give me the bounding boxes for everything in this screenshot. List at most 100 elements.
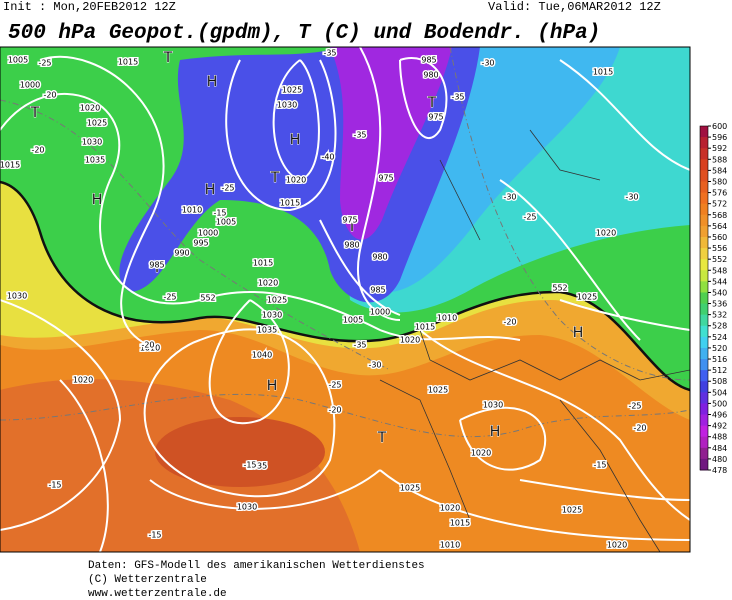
contour-label: -20 — [328, 406, 341, 415]
contour-label: -15 — [213, 209, 226, 218]
contour-label: 1020 — [80, 104, 100, 113]
colorbar-swatch — [700, 303, 708, 316]
pressure-center: H — [205, 182, 216, 198]
field-purple — [330, 47, 452, 240]
colorbar-label: 508 — [712, 377, 727, 386]
contour-label: 1015 — [253, 259, 273, 268]
colorbar-label: 524 — [712, 333, 727, 342]
colorbar-swatch — [700, 336, 708, 349]
colorbar-label: 484 — [712, 444, 727, 453]
contour-label: -25 — [38, 59, 51, 68]
contour-label: -25 — [221, 184, 234, 193]
contour-label: -15 — [593, 461, 606, 470]
colorbar-swatch — [700, 236, 708, 249]
map-field: T H H H T H T T H T H H T T 1005 1000 1015 1020 1025 1030 10… — [0, 47, 690, 552]
contour-label: 1030 — [7, 292, 27, 301]
colorbar-swatch — [700, 347, 708, 360]
colorbar-label: 540 — [712, 288, 727, 297]
pressure-center: T — [163, 50, 173, 66]
contour-label: 990 — [174, 249, 189, 258]
contour-label: 1000 — [370, 308, 390, 317]
colorbar-label: 580 — [712, 177, 727, 186]
contour-label: 1015 — [118, 58, 138, 67]
colorbar-label: 592 — [712, 144, 727, 153]
colorbar-swatch — [700, 203, 708, 216]
contour-label: 552 — [552, 284, 567, 293]
contour-label: 1015 — [0, 161, 20, 170]
pressure-center: H — [290, 132, 301, 148]
colorbar-swatch — [700, 281, 708, 293]
contour-label: -30 — [481, 59, 494, 68]
contour-label: 1030 — [262, 311, 282, 320]
colorbar-swatch — [700, 181, 708, 194]
contour-label: 1015 — [415, 323, 435, 332]
colorbar-label: 584 — [712, 166, 727, 175]
contour-label: 1035 — [257, 326, 277, 335]
contour-label: 1030 — [277, 101, 297, 110]
coastlines — [379, 129, 690, 552]
colorbar-swatch — [700, 148, 708, 160]
colorbar-swatch — [700, 436, 708, 449]
contour-label: -35 — [323, 49, 336, 58]
colorbar-label: 532 — [712, 311, 727, 320]
contour-label: -25 — [628, 402, 641, 411]
contour-label: -25 — [328, 381, 341, 390]
map-title: 500 hPa Geopot.(gpdm), T (C) und Bodendr… — [8, 22, 600, 45]
contour-label: 980 — [372, 253, 387, 262]
contour-label: 1035 — [247, 462, 267, 471]
contour-label: -30 — [503, 193, 516, 202]
colorbar-swatch — [700, 458, 708, 471]
colorbar-swatch — [700, 314, 708, 327]
colorbar-label: 492 — [712, 422, 727, 431]
colorbar-swatch — [700, 403, 708, 416]
colorbar-swatch — [700, 292, 708, 305]
contour-label: 1020 — [596, 229, 616, 238]
contour-label: 975 — [428, 113, 443, 122]
valid-time: Valid: Tue,06MAR2012 12Z — [488, 0, 661, 14]
contour-label: 1030 — [237, 503, 257, 512]
contour-label: 1020 — [607, 541, 627, 550]
colorbar-swatch — [700, 126, 708, 138]
contour-label: -35 — [451, 93, 464, 102]
contour-label: 1035 — [85, 156, 105, 165]
contour-label: -40 — [321, 153, 334, 162]
contour-label: 985 — [149, 261, 164, 270]
contour-label: 1025 — [267, 296, 287, 305]
map-frame — [0, 46, 691, 553]
colorbar-swatch — [700, 414, 708, 427]
colorbar-label: 544 — [712, 277, 727, 286]
contour-label: -35 — [353, 341, 366, 350]
contour-label: 1020 — [400, 336, 420, 345]
colorbar-swatch — [700, 392, 708, 404]
contour-label: 1015 — [450, 519, 470, 528]
contour-label: 1010 — [440, 541, 460, 550]
colorbar-swatch — [700, 259, 708, 271]
pressure-center: H — [207, 74, 218, 90]
pressure-center: T — [30, 105, 40, 121]
contour-label: 980 — [344, 241, 359, 250]
colorbar-frame — [699, 125, 709, 471]
field-red — [155, 417, 325, 487]
colorbar-swatch — [700, 214, 708, 227]
colorbar-label: 568 — [712, 211, 727, 220]
colorbar-swatch — [700, 381, 708, 393]
pressure-center: T — [347, 219, 357, 235]
colorbar-swatch — [700, 425, 708, 438]
colorbar-label: 596 — [712, 133, 727, 142]
contour-label: -30 — [625, 193, 638, 202]
colorbar-label: 564 — [712, 222, 727, 231]
colorbar-label: 516 — [712, 355, 727, 364]
colorbar-label: 488 — [712, 433, 727, 442]
colorbar-label: 548 — [712, 266, 727, 275]
colorbar-swatch — [700, 370, 708, 382]
colorbar-label: 496 — [712, 411, 727, 420]
contour-label: -20 — [141, 341, 154, 350]
pressure-center: T — [427, 95, 437, 111]
contour-label: -30 — [368, 361, 381, 370]
map-labels: T H H H T H T T H T H H T T 1005 1000 1015 1020 1025 1030 10… — [0, 47, 648, 551]
contour-label: 1005 — [216, 218, 236, 227]
colorbar-label: 478 — [712, 466, 727, 475]
contour-label: 1015 — [280, 199, 300, 208]
colorbar-label: 528 — [712, 322, 727, 331]
footer-line: www.wetterzentrale.de — [88, 588, 227, 600]
